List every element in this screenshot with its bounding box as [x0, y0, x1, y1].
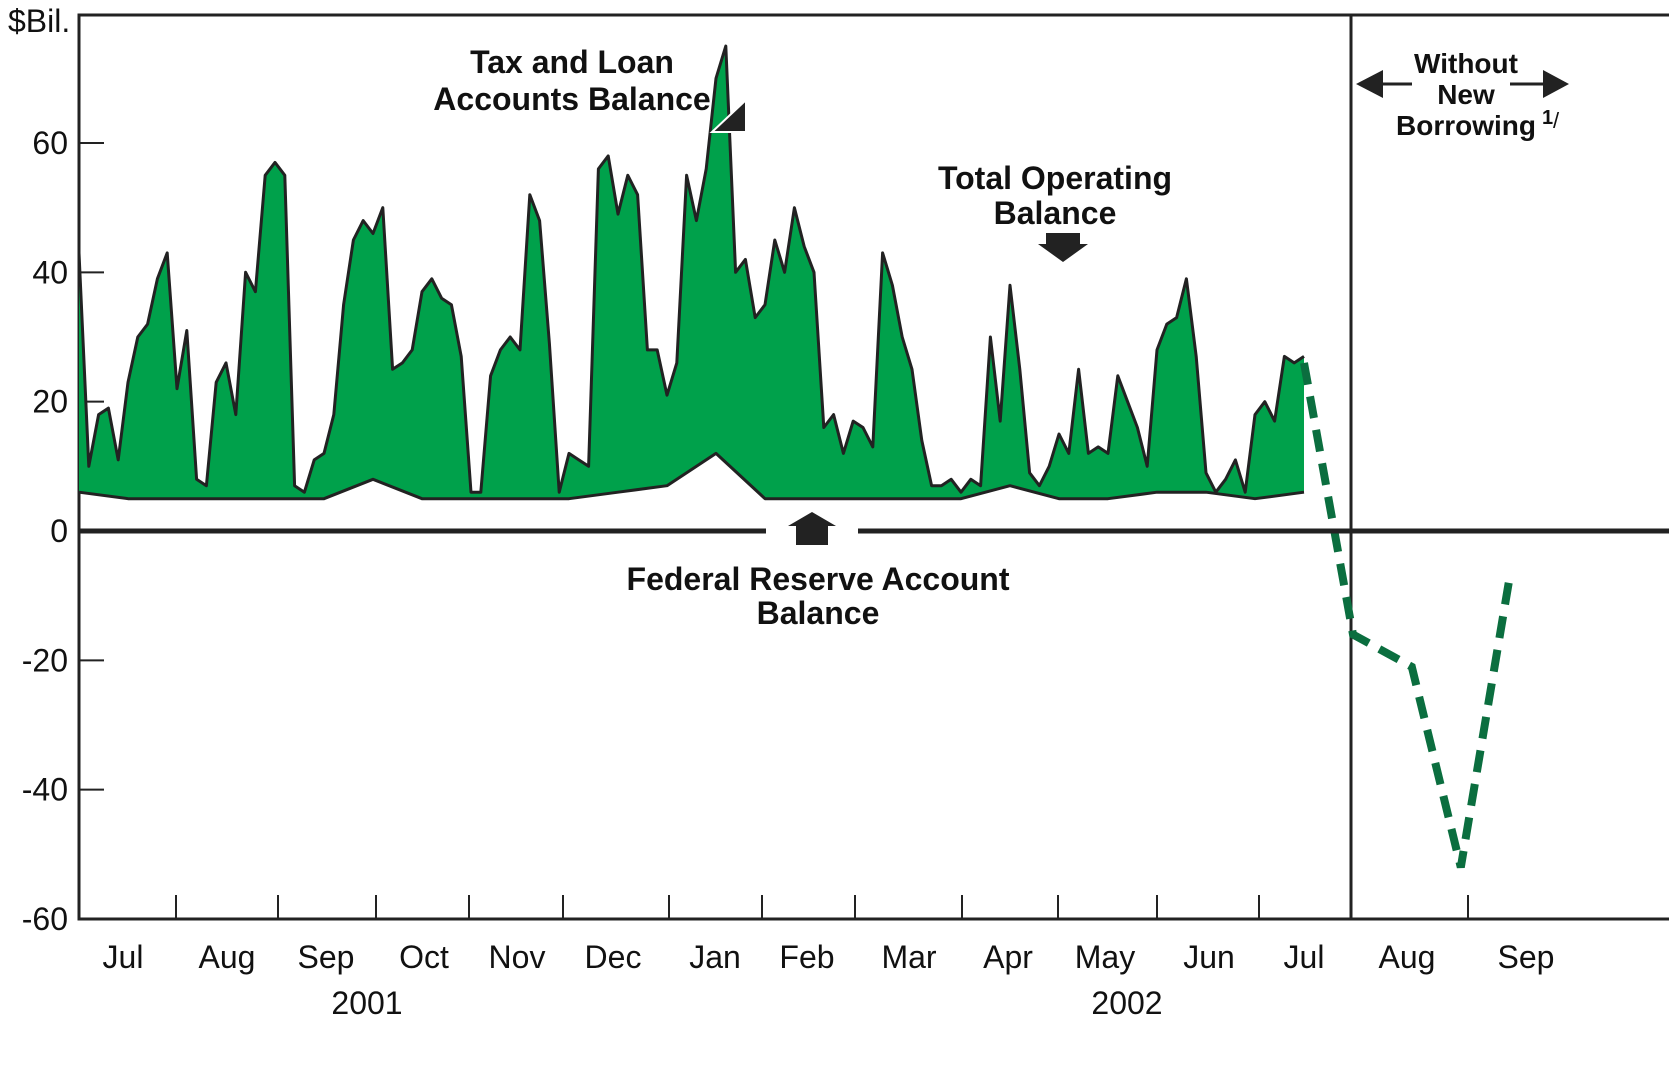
without-label-line2: New [1437, 79, 1495, 110]
x-axis-ticks: Jul Aug Sep Oct Nov Dec Jan Feb Mar Apr May Jun Jul A… [103, 895, 1555, 975]
total-operating-area [79, 46, 1304, 499]
without-label-line1: Without [1414, 48, 1518, 79]
y-tick-label: 60 [32, 125, 68, 161]
x-tick-label: Apr [983, 939, 1033, 975]
x-tick-label: Sep [1498, 939, 1555, 975]
x-tick-label: Sep [298, 939, 355, 975]
x-tick-label: Dec [585, 939, 642, 975]
x-tick-label: Aug [1379, 939, 1436, 975]
y-tick-label: 20 [32, 384, 68, 420]
federal-reserve-label-line1: Federal Reserve Account [627, 561, 1010, 597]
x-tick-label: Mar [881, 939, 936, 975]
y-axis-unit-label: $Bil. [8, 3, 70, 39]
x-tick-label: Jun [1183, 939, 1235, 975]
x-tick-label: Aug [199, 939, 256, 975]
total-operating-label-line1: Total Operating [938, 160, 1172, 196]
tax-loan-arrow-icon [709, 97, 747, 133]
x-tick-label: Oct [399, 939, 449, 975]
total-operating-line [77, 44, 1305, 494]
left-arrow-icon [1356, 70, 1383, 98]
footnote-marker: 1 [1542, 107, 1553, 129]
y-tick-label: -20 [22, 642, 68, 678]
year-label-2002: 2002 [1091, 985, 1162, 1021]
projection-line [1300, 362, 1514, 869]
tax-loan-label-line1: Tax and Loan [470, 44, 674, 80]
annotation-without-new-borrowing: Without New Borrowing 1 / [1356, 48, 1569, 141]
x-tick-label: Jul [1284, 939, 1325, 975]
annotation-total-operating: Total Operating Balance [938, 160, 1172, 262]
x-tick-label: Feb [779, 939, 834, 975]
annotation-federal-reserve: Federal Reserve Account Balance [627, 512, 1010, 631]
tax-loan-label-line2: Accounts Balance [433, 81, 710, 117]
x-tick-label: Jul [103, 939, 144, 975]
y-tick-label: -40 [22, 772, 68, 808]
federal-reserve-line [78, 451, 1305, 501]
total-operating-label-line2: Balance [994, 195, 1117, 231]
x-tick-label: May [1075, 939, 1135, 975]
series-layer [77, 44, 1514, 869]
y-tick-label: 0 [50, 513, 68, 549]
x-tick-label: Jan [689, 939, 741, 975]
federal-reserve-arrow-icon [788, 512, 836, 545]
y-tick-label: 40 [32, 254, 68, 290]
right-arrow-icon [1543, 70, 1569, 98]
y-tick-label: -60 [22, 901, 68, 937]
without-label-line3: Borrowing [1396, 110, 1536, 141]
federal-reserve-label-line2: Balance [757, 595, 880, 631]
year-label-2001: 2001 [331, 985, 402, 1021]
annotation-tax-loan: Tax and Loan Accounts Balance [433, 44, 747, 133]
total-operating-arrow-icon [1038, 233, 1088, 262]
x-tick-label: Nov [489, 939, 546, 975]
footnote-slash: / [1553, 108, 1560, 133]
y-axis-ticks: 60 40 20 0 -20 -40 -60 [22, 125, 104, 937]
